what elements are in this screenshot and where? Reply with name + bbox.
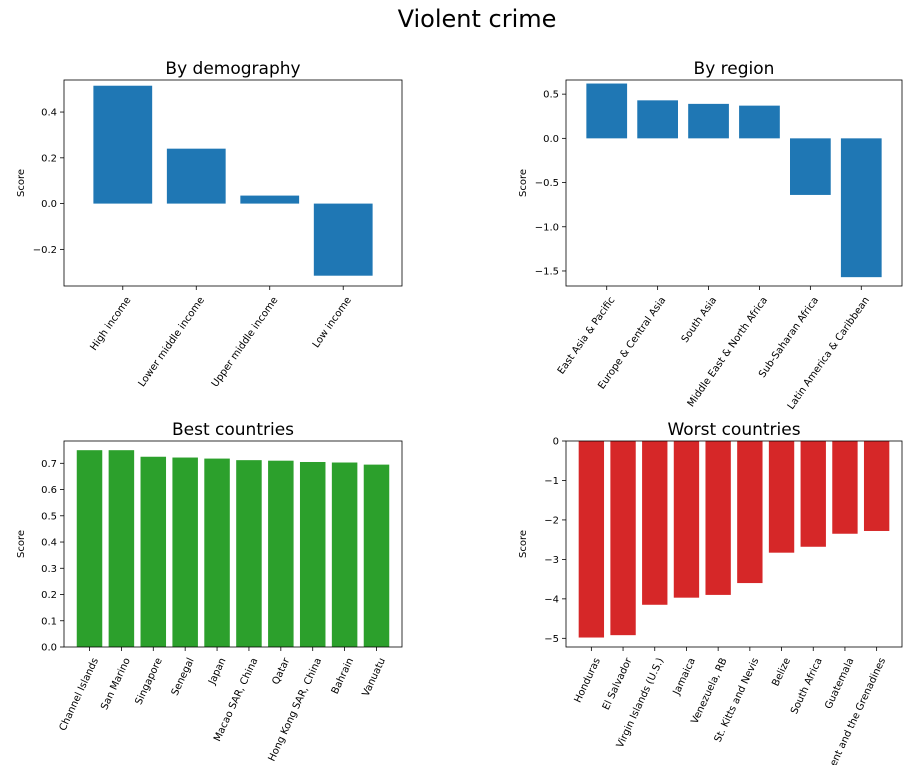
x-tick-label: Jamaica	[671, 656, 698, 697]
chart-panel: Worst countries −5 −4 −3 −2 −1 0 Score HondurasE…	[518, 420, 903, 765]
chart-panels: By demography −0.2 0.0 0.2 0.4 Score High inco…	[16, 59, 903, 765]
axes-frame	[565, 79, 903, 287]
y-tick-label: 0.4	[41, 108, 57, 119]
bar	[863, 441, 890, 531]
y-tick-label: 0.0	[543, 134, 559, 145]
bar	[140, 456, 167, 647]
y-tick-label: −2	[544, 515, 559, 526]
axes-frame	[565, 440, 903, 648]
bar	[166, 148, 226, 204]
x-tick-label: Belize	[770, 656, 793, 688]
chart-title: Worst countries	[667, 420, 800, 440]
x-tick-label: High income	[88, 295, 133, 353]
y-tick-label: 0.2	[41, 590, 57, 601]
chart-title: By demography	[165, 59, 300, 79]
x-tick-label: Qatar	[270, 656, 292, 687]
chart-title: By region	[694, 59, 775, 79]
bar	[688, 103, 729, 139]
y-tick-label: 0.0	[41, 643, 57, 654]
bar	[790, 138, 831, 195]
axes-frame	[63, 79, 403, 287]
x-tick-label: Senegal	[170, 656, 197, 697]
bar	[768, 441, 795, 553]
x-tick-label: Lower middle income	[137, 295, 207, 389]
x-tick-label: El Salvador	[601, 656, 635, 712]
y-tick-label: −1	[544, 476, 559, 487]
y-tick-label: 0.5	[41, 511, 57, 522]
x-tick-label: Channel Islands	[58, 656, 101, 732]
bar	[737, 441, 763, 584]
y-tick-label: 0.5	[543, 90, 559, 101]
y-tick-label: −4	[544, 594, 559, 605]
bar	[637, 100, 678, 139]
y-tick-label: 0	[553, 437, 559, 448]
x-tick-label: South Africa	[789, 656, 825, 716]
y-tick-label: 0.7	[41, 459, 57, 470]
bar	[642, 441, 668, 605]
axes-frame	[63, 440, 403, 648]
x-tick-label: Japan	[206, 656, 228, 687]
y-tick-label: −0.5	[535, 178, 559, 189]
y-tick-label: −5	[544, 634, 559, 645]
x-tick-label: Bahrain	[330, 656, 356, 696]
y-tick-label: −0.2	[33, 245, 57, 256]
chart-panel: Best countries 0.0 0.1 0.2 0.3 0.4 0.5 0.6 0.7 Sc…	[16, 420, 403, 763]
x-tick-label: East Asia & Pacific	[556, 295, 618, 376]
bar	[705, 441, 731, 595]
bar	[172, 457, 198, 647]
y-axis-label: Score	[518, 169, 529, 197]
bar	[578, 441, 605, 638]
y-axis-label: Score	[16, 169, 27, 197]
chart-title: Best countries	[172, 420, 294, 440]
bar	[331, 462, 358, 647]
bar	[108, 450, 135, 647]
y-axis-label: Score	[518, 530, 529, 558]
bar	[840, 138, 882, 278]
x-tick-label: Upper middle income	[210, 295, 281, 389]
bar	[313, 203, 373, 276]
y-tick-label: −1.5	[535, 266, 559, 277]
bar	[673, 441, 700, 598]
chart-panel: By demography −0.2 0.0 0.2 0.4 Score High inco…	[16, 59, 403, 389]
chart-panel: By region −1.5 −1.0 −0.5 0.0 0.5 Score East Asi…	[518, 59, 903, 412]
x-tick-label: Vanuatu	[361, 656, 388, 698]
bar	[610, 441, 636, 636]
y-tick-label: 0.1	[41, 616, 57, 627]
y-tick-label: 0.3	[41, 564, 57, 575]
x-tick-label: Low income	[311, 295, 354, 350]
bar	[76, 450, 103, 647]
y-tick-label: 0.6	[41, 485, 57, 496]
y-axis-label: Score	[16, 530, 27, 558]
x-tick-label: Honduras	[573, 656, 603, 704]
bar	[832, 441, 858, 534]
x-tick-label: San Marino	[99, 656, 133, 711]
bar	[800, 441, 826, 547]
bar	[93, 85, 153, 204]
bar	[236, 460, 262, 647]
bar	[739, 105, 780, 139]
x-tick-label: Singapore	[134, 656, 165, 706]
bar	[586, 83, 628, 139]
y-tick-label: 0.2	[41, 153, 57, 164]
figure-title: Violent crime	[398, 5, 557, 33]
x-tick-label: Guatemala	[823, 656, 856, 711]
y-tick-label: 0.4	[41, 538, 57, 549]
y-tick-label: 0.0	[41, 199, 57, 210]
bar	[363, 464, 390, 647]
x-tick-label: South Asia	[680, 295, 720, 345]
y-tick-label: −1.0	[535, 222, 559, 233]
y-tick-label: −3	[544, 555, 559, 566]
bar	[268, 460, 294, 647]
bar	[240, 195, 300, 204]
bar	[204, 458, 230, 647]
bar	[299, 461, 326, 647]
